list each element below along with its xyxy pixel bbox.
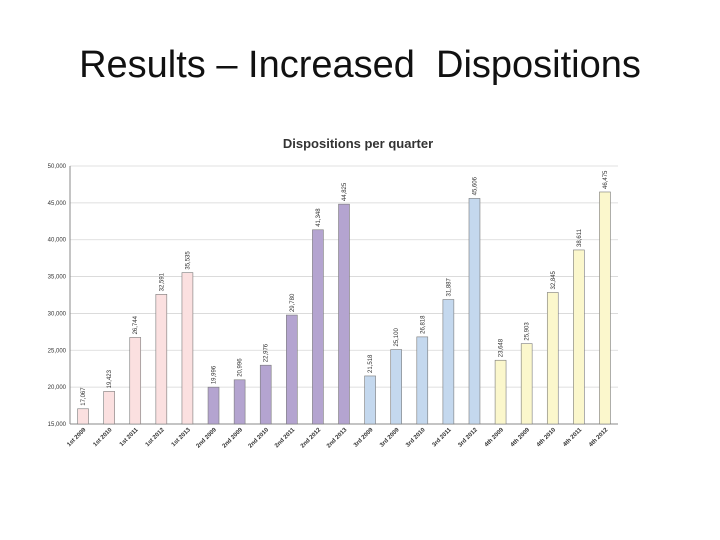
category-label: 2nd 2009 <box>222 427 245 450</box>
bar-value-label: 29,780 <box>290 293 296 312</box>
category-label: 2nd 2013 <box>326 427 349 450</box>
y-tick-label: 35,000 <box>48 275 67 281</box>
chart-title: Dispositions per quarter <box>283 136 433 151</box>
bar <box>207 386 220 425</box>
category-label: 3rd 2012 <box>457 427 479 449</box>
category-label: 2nd 2009 <box>196 427 219 450</box>
bar <box>181 272 194 425</box>
category-label: 1st 2012 <box>145 427 166 448</box>
y-tick-label: 40,000 <box>48 238 67 244</box>
bar-value-label: 41,348 <box>316 208 322 227</box>
y-tick-label: 50,000 <box>48 164 67 170</box>
bar <box>338 203 350 425</box>
category-label: 1st 2011 <box>119 427 140 448</box>
category-label: 4th 2009 <box>510 427 532 449</box>
bar-value-label: 44,825 <box>342 182 348 201</box>
bar-value-label: 25,903 <box>525 322 531 341</box>
bar-value-label: 38,611 <box>577 228 583 247</box>
category-label: 1st 2010 <box>93 427 114 448</box>
bar <box>77 408 89 425</box>
bar-value-label: 19,996 <box>212 365 218 384</box>
bar <box>442 299 455 425</box>
bar-value-label: 23,648 <box>499 338 505 357</box>
y-tick-label: 15,000 <box>48 422 67 428</box>
bar-value-label: 22,976 <box>264 343 270 362</box>
bar-value-label: 32,591 <box>159 272 165 291</box>
bar <box>312 229 324 425</box>
category-label: 4th 2012 <box>588 427 610 449</box>
bar <box>573 249 585 425</box>
category-label: 2nd 2012 <box>300 427 323 450</box>
value-labels: 17,067 19,423 26,744 32,591 35,535 19,996 20,9… <box>81 170 609 406</box>
bar-value-label: 19,423 <box>107 369 113 388</box>
category-label: 4th 2011 <box>562 427 583 448</box>
category-label: 3rd 2011 <box>432 427 454 449</box>
bar <box>155 294 168 425</box>
category-label: 3rd 2010 <box>405 427 427 449</box>
category-label: 4th 2009 <box>484 427 506 449</box>
category-label: 2nd 2010 <box>248 427 271 450</box>
bar <box>364 375 376 425</box>
bar-value-label: 26,744 <box>133 315 139 334</box>
bar-value-label: 31,887 <box>446 278 452 297</box>
y-tick-label: 20,000 <box>48 385 67 391</box>
category-label: 1st 2009 <box>66 427 87 448</box>
bar <box>494 359 507 425</box>
category-label: 2nd 2011 <box>274 427 297 450</box>
bar <box>599 191 611 425</box>
category-label: 4th 2010 <box>536 427 558 449</box>
bar <box>468 198 481 425</box>
category-label: 3rd 2009 <box>379 427 401 449</box>
bar-value-label: 35,535 <box>185 251 191 270</box>
y-tick-label: 25,000 <box>48 348 67 354</box>
bar <box>416 336 429 425</box>
x-axis-labels: 1st 2009 1st 2010 1st 2011 1st 2012 1st 2013… <box>66 427 609 450</box>
bar <box>520 343 533 425</box>
slide-title: Results – Increased Dispositions <box>79 44 641 86</box>
chart-bars <box>77 191 611 425</box>
bar <box>390 349 402 425</box>
y-tick-label: 45,000 <box>48 201 67 207</box>
bar-value-label: 26,818 <box>420 315 426 334</box>
bar <box>129 337 142 425</box>
bar <box>286 314 298 425</box>
bar <box>103 391 115 425</box>
bar <box>233 379 246 425</box>
bar-value-label: 20,996 <box>238 358 244 377</box>
bar-value-label: 17,067 <box>81 387 87 406</box>
category-label: 1st 2013 <box>171 427 192 448</box>
y-tick-label: 30,000 <box>48 311 67 317</box>
category-label: 3rd 2009 <box>353 427 375 449</box>
bar-value-label: 25,100 <box>394 328 400 347</box>
bar-value-label: 21,518 <box>368 354 374 373</box>
bar <box>259 364 272 425</box>
bar-value-label: 32,845 <box>551 270 557 289</box>
bar-value-label: 46,475 <box>603 170 609 189</box>
bar <box>546 292 559 425</box>
bar-value-label: 45,606 <box>472 176 478 195</box>
